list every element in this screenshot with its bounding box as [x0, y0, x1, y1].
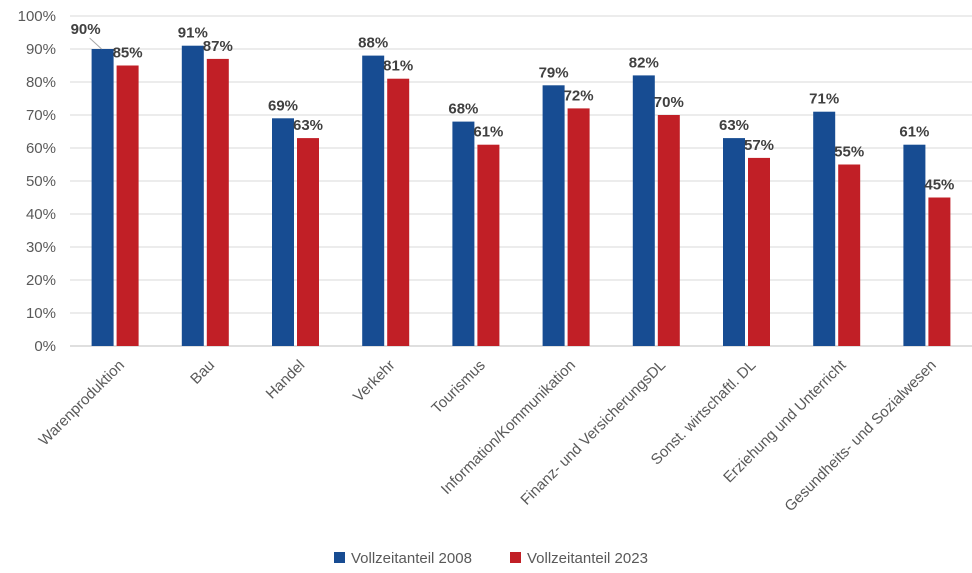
data-label: 63%	[719, 117, 749, 134]
leader-line	[89, 37, 102, 50]
bar-2023	[297, 138, 319, 346]
data-label: 79%	[539, 64, 569, 81]
bar-2023	[657, 115, 680, 346]
data-label: 55%	[834, 144, 864, 161]
data-label: 82%	[629, 54, 659, 71]
bar-2008	[903, 144, 926, 346]
legend: Vollzeitanteil 2008 Vollzeitanteil 2023	[334, 550, 648, 567]
bar-2008	[542, 85, 565, 347]
data-label: 61%	[899, 124, 929, 141]
bar-2023	[748, 157, 770, 346]
bar-2008	[181, 45, 204, 346]
y-tick-label: 80%	[26, 74, 56, 91]
x-category-label: Verkehr	[350, 357, 399, 406]
data-label: 72%	[564, 87, 594, 104]
bar-2008	[723, 138, 745, 346]
x-category-label: Bau	[187, 357, 218, 388]
legend-swatch	[510, 552, 521, 563]
gridlines	[70, 15, 972, 347]
y-tick-label: 50%	[26, 173, 56, 190]
legend-label: Vollzeitanteil 2008	[351, 550, 472, 567]
x-category-label: Finanz- und VersicherungsDL	[517, 357, 669, 509]
y-tick-label: 30%	[26, 239, 56, 256]
data-label: 70%	[654, 94, 684, 111]
data-label: 61%	[473, 124, 503, 141]
bars	[91, 45, 951, 347]
legend-swatch	[334, 552, 345, 563]
data-label: 57%	[744, 137, 774, 154]
bar-2023	[116, 65, 139, 346]
bar-2008	[813, 111, 836, 346]
bar-2023	[387, 78, 410, 346]
y-tick-label: 40%	[26, 206, 56, 223]
data-label: 87%	[203, 38, 233, 55]
x-category-label: Tourismus	[428, 357, 488, 417]
bar-2023	[477, 144, 500, 346]
x-category-label: Handel	[263, 357, 309, 403]
data-label: 68%	[448, 101, 478, 118]
bar-2008	[632, 75, 655, 347]
x-axis-categories: Warenproduktion Bau Handel Verkehr Tourismus…	[36, 356, 940, 515]
data-label: 69%	[268, 97, 298, 114]
y-tick-label: 10%	[26, 305, 56, 322]
x-category-label: Warenproduktion	[36, 357, 128, 449]
bar-2023	[838, 164, 861, 346]
y-tick-label: 20%	[26, 272, 56, 289]
data-label: 63%	[293, 117, 323, 134]
bar-2008	[452, 121, 475, 346]
data-labels: 90% 85% 91%87% 69% 63% 88% 81% 68% 61% 79% 72% 82% 7…	[71, 21, 955, 194]
y-tick-label: 70%	[26, 107, 56, 124]
bar-2023	[928, 197, 951, 346]
y-tick-label: 60%	[26, 140, 56, 157]
y-tick-label: 100%	[18, 8, 56, 25]
data-label: 81%	[383, 58, 413, 75]
bar-2023	[206, 58, 229, 347]
data-label: 45%	[924, 177, 954, 194]
data-label: 90%	[71, 21, 101, 38]
bar-2023	[567, 108, 590, 347]
x-category-label: Gesundheits- und Sozialwesen	[781, 357, 939, 515]
y-tick-label: 90%	[26, 41, 56, 58]
data-label: 91%	[178, 25, 208, 42]
data-label: 85%	[113, 45, 143, 62]
bar-2008	[362, 55, 385, 346]
legend-label: Vollzeitanteil 2023	[527, 550, 648, 567]
y-tick-label: 0%	[34, 338, 56, 355]
data-label: 71%	[809, 91, 839, 108]
bar-2008	[91, 49, 114, 346]
bar-2008	[272, 118, 294, 346]
data-label: 88%	[358, 35, 388, 52]
y-axis-ticks: 0% 10% 20% 30% 40% 50% 60% 70% 80% 90% 100%	[18, 8, 56, 355]
